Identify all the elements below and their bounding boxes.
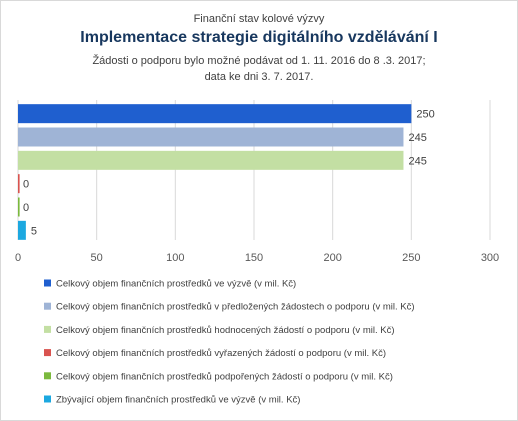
bar (18, 197, 20, 217)
legend-swatch (44, 279, 51, 287)
x-tick-label: 50 (91, 252, 103, 264)
legend-entry-label: Celkový objem finančních prostředků podp… (56, 371, 393, 382)
x-tick-label: 300 (481, 252, 499, 264)
x-axis-ticks: 0 50 100 150 200 250 300 (15, 252, 499, 264)
bar-value-label: 250 (416, 109, 434, 121)
chart-title: Implementace strategie digitálního vzděl… (80, 29, 437, 46)
x-tick-label: 0 (15, 252, 21, 264)
bar-value-label: 5 (31, 225, 37, 237)
bar (18, 104, 412, 124)
legend-entry-label: Celkový objem finančních prostředků vyřa… (56, 348, 386, 359)
x-tick-label: 150 (245, 252, 263, 264)
legend-entry-label: Celkový objem finančních prostředků v př… (56, 302, 415, 313)
legend-swatch (44, 302, 51, 310)
bar (18, 127, 404, 147)
legend-swatch (44, 325, 51, 333)
legend-swatch (44, 349, 51, 357)
legend: Celkový objem finančních prostředků ve v… (44, 279, 415, 406)
chart-subtitle-line-1: Žádosti o podporu bylo možné podávat od … (92, 54, 425, 67)
x-tick-label: 200 (323, 252, 341, 264)
legend-entry-label: Celkový objem finančních prostředků hodn… (56, 325, 394, 336)
bar-value-label: 0 (23, 202, 29, 214)
bar-value-label: 0 (23, 179, 29, 191)
legend-entry-label: Celkový objem finančních prostředků ve v… (56, 279, 296, 290)
x-tick-label: 250 (402, 252, 420, 264)
gridlines (17, 100, 491, 240)
chart-supertitle: Finanční stav kolové výzvy (194, 13, 325, 25)
legend-swatch (44, 395, 51, 403)
bars (18, 104, 412, 240)
legend-swatch (44, 372, 51, 380)
x-tick-label: 100 (166, 252, 184, 264)
chart-subtitle-line-2: data ke dni 3. 7. 2017. (205, 71, 314, 83)
bar-value-label: 245 (408, 155, 426, 167)
bar (18, 220, 26, 240)
bar-value-label: 245 (408, 132, 426, 144)
legend-entry-label: Zbývající objem finančních prostředků ve… (56, 395, 300, 406)
bar (18, 150, 404, 170)
bar (18, 174, 20, 194)
